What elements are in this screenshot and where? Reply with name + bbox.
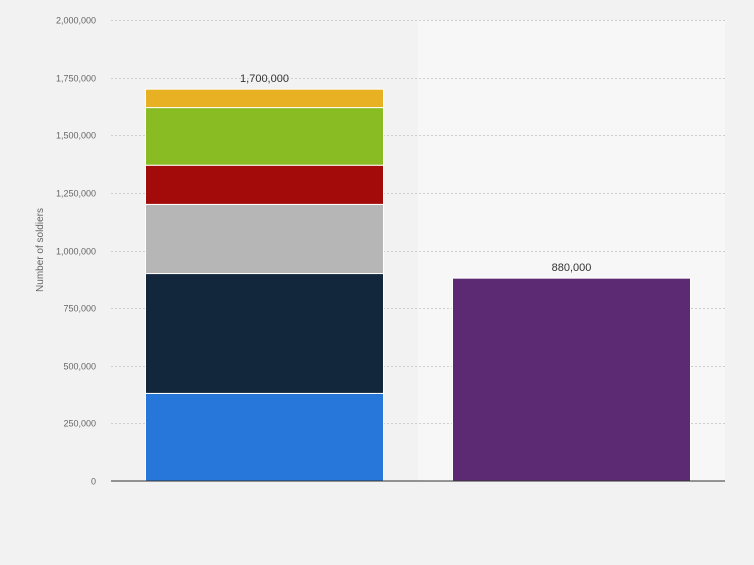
y-tick-label: 250,000 xyxy=(63,419,96,429)
bar-1-segment-3 xyxy=(145,203,384,275)
y-axis-tick-labels: 0 250,000 500,000 750,000 1,000,000 1,250,000… xyxy=(56,16,96,487)
bar-1-segment-2 xyxy=(145,273,384,394)
bar-total-labels: 1,700,000 880,000 xyxy=(240,73,591,274)
bar-2-total-label: 880,000 xyxy=(552,262,592,274)
y-tick-label: 2,000,000 xyxy=(56,16,96,26)
bar-2-segment-1 xyxy=(452,277,691,482)
bar-1-segment-4 xyxy=(145,164,384,205)
y-tick-label: 0 xyxy=(91,477,96,487)
y-tick-label: 750,000 xyxy=(63,304,96,314)
bar-1-segment-6 xyxy=(145,88,384,109)
y-tick-label: 1,500,000 xyxy=(56,131,96,141)
y-tick-label: 500,000 xyxy=(63,362,96,372)
y-tick-label: 1,250,000 xyxy=(56,189,96,199)
bar-1-segment-1 xyxy=(145,392,384,482)
y-tick-label: 1,750,000 xyxy=(56,74,96,84)
y-axis-label: Number of soldiers xyxy=(35,208,46,292)
y-tick-label: 1,000,000 xyxy=(56,247,96,257)
bar-1-segment-5 xyxy=(145,107,384,166)
bar-1-total-label: 1,700,000 xyxy=(240,73,289,85)
bars xyxy=(145,88,691,482)
